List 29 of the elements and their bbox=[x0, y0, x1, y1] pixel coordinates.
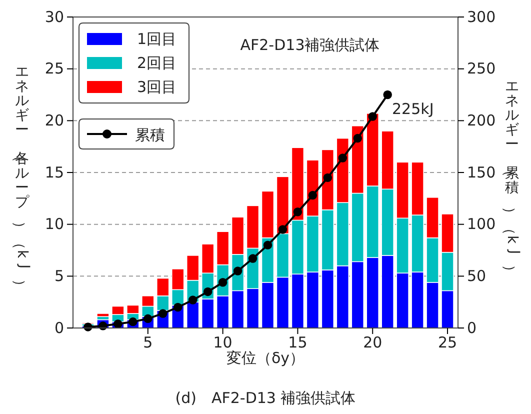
legend-label: 1回目 bbox=[137, 30, 177, 48]
y2-tick-label: 250 bbox=[467, 60, 496, 78]
y-tick-label: 5 bbox=[54, 266, 64, 285]
y2-tick-label: 150 bbox=[467, 163, 496, 182]
y-axis-title: エネルギー（各ループ）（kJ） bbox=[11, 64, 32, 293]
x-tick-label: 15 bbox=[288, 334, 308, 352]
x-tick-label: 10 bbox=[213, 334, 232, 352]
y-tick-label: 15 bbox=[44, 163, 64, 182]
legend-label: 累積 bbox=[135, 126, 165, 144]
y2-tick-label: 200 bbox=[467, 111, 496, 130]
y2-axis-title: エネルギー（累積）（kJ） bbox=[501, 78, 522, 278]
legend-label: 2回目 bbox=[137, 54, 177, 72]
y2-tick-label: 50 bbox=[467, 266, 486, 285]
y2-tick-label: 300 bbox=[467, 8, 496, 26]
annotation: AF2-D13補強供試体 bbox=[240, 36, 380, 54]
y-tick-label: 0 bbox=[54, 318, 64, 337]
x-tick-label: 5 bbox=[143, 334, 153, 352]
legend-label: 3回目 bbox=[137, 78, 177, 96]
y-tick-label: 25 bbox=[44, 60, 64, 78]
y2-tick-label: 100 bbox=[467, 215, 496, 234]
y-tick-label: 10 bbox=[44, 215, 64, 234]
y2-tick-label: 0 bbox=[467, 318, 477, 337]
y-tick-label: 20 bbox=[44, 111, 64, 130]
y-tick-label: 30 bbox=[44, 8, 64, 26]
x-tick-label: 20 bbox=[363, 334, 382, 352]
annotation: 225kJ bbox=[392, 100, 434, 118]
x-axis-title: 変位（δy） bbox=[226, 349, 305, 367]
text: (d) AF2-D13 補強供試体 bbox=[175, 389, 356, 407]
x-tick-label: 25 bbox=[438, 334, 458, 352]
